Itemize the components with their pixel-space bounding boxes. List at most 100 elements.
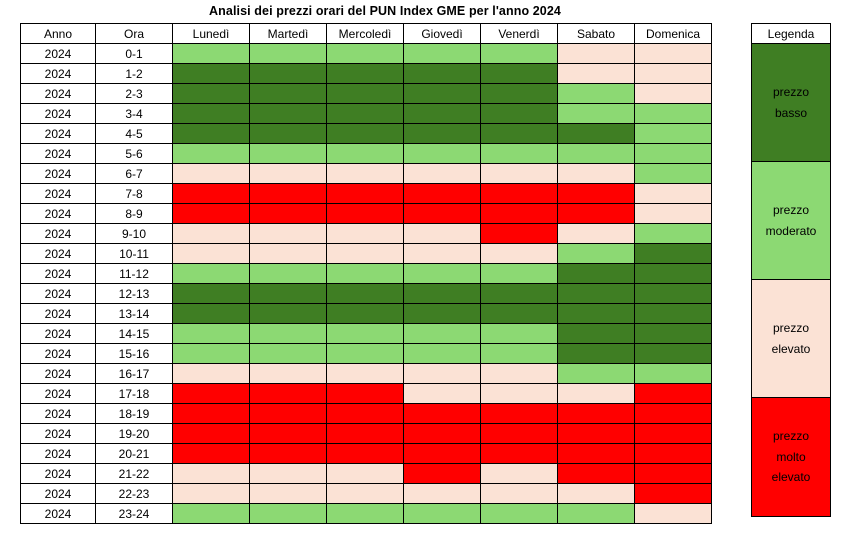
price-cell xyxy=(634,483,712,504)
anno-cell: 2024 xyxy=(20,203,96,224)
price-cell xyxy=(557,443,635,464)
price-cell xyxy=(172,323,250,344)
table-row: 2024 14-15 xyxy=(20,323,712,344)
price-cell xyxy=(403,223,481,244)
price-cell xyxy=(403,443,481,464)
anno-cell: 2024 xyxy=(20,383,96,404)
price-cell xyxy=(480,503,558,524)
price-cell xyxy=(557,423,635,444)
price-cell xyxy=(557,483,635,504)
price-cell xyxy=(172,303,250,324)
price-cell xyxy=(480,63,558,84)
price-cell xyxy=(249,443,327,464)
ora-cell: 20-21 xyxy=(95,443,173,464)
ora-cell: 10-11 xyxy=(95,243,173,264)
price-cell xyxy=(172,223,250,244)
price-cell xyxy=(480,183,558,204)
anno-cell: 2024 xyxy=(20,423,96,444)
table-row: 2024 22-23 xyxy=(20,483,712,504)
price-cell xyxy=(172,283,250,304)
ora-cell: 2-3 xyxy=(95,83,173,104)
ora-cell: 19-20 xyxy=(95,423,173,444)
price-cell xyxy=(480,103,558,124)
ora-cell: 18-19 xyxy=(95,403,173,424)
price-cell xyxy=(403,203,481,224)
ora-cell: 9-10 xyxy=(95,223,173,244)
price-cell xyxy=(172,363,250,384)
anno-cell: 2024 xyxy=(20,123,96,144)
price-cell xyxy=(326,183,404,204)
price-cell xyxy=(557,323,635,344)
table-row: 2024 19-20 xyxy=(20,423,712,444)
ora-cell: 1-2 xyxy=(95,63,173,84)
anno-cell: 2024 xyxy=(20,243,96,264)
price-cell xyxy=(634,303,712,324)
price-cell xyxy=(403,123,481,144)
price-cell xyxy=(403,163,481,184)
price-cell xyxy=(403,323,481,344)
price-cell xyxy=(249,423,327,444)
price-cell xyxy=(249,203,327,224)
price-cell xyxy=(480,343,558,364)
ora-cell: 22-23 xyxy=(95,483,173,504)
price-cell xyxy=(634,63,712,84)
table-row: 2024 10-11 xyxy=(20,243,712,264)
anno-cell: 2024 xyxy=(20,503,96,524)
ora-cell: 8-9 xyxy=(95,203,173,224)
price-cell xyxy=(634,423,712,444)
price-cell xyxy=(249,183,327,204)
price-cell xyxy=(172,103,250,124)
anno-cell: 2024 xyxy=(20,223,96,244)
price-cell xyxy=(557,343,635,364)
ora-cell: 0-1 xyxy=(95,43,173,64)
table-row: 2024 16-17 xyxy=(20,363,712,384)
table-row: 2024 9-10 xyxy=(20,223,712,244)
price-cell xyxy=(172,243,250,264)
price-cell xyxy=(172,183,250,204)
price-cell xyxy=(403,383,481,404)
price-cell xyxy=(557,223,635,244)
price-cell xyxy=(326,203,404,224)
anno-cell: 2024 xyxy=(20,103,96,124)
price-cell xyxy=(326,383,404,404)
price-cell xyxy=(480,83,558,104)
price-cell xyxy=(172,163,250,184)
price-cell xyxy=(249,283,327,304)
price-cell xyxy=(403,103,481,124)
price-cell xyxy=(326,423,404,444)
price-cell xyxy=(249,223,327,244)
anno-cell: 2024 xyxy=(20,83,96,104)
price-cell xyxy=(557,83,635,104)
table-row: 2024 7-8 xyxy=(20,183,712,204)
anno-cell: 2024 xyxy=(20,323,96,344)
price-cell xyxy=(480,163,558,184)
anno-cell: 2024 xyxy=(20,463,96,484)
price-cell xyxy=(326,283,404,304)
header-lunedi: Lunedì xyxy=(172,23,250,44)
price-cell xyxy=(403,303,481,324)
price-cell xyxy=(403,43,481,64)
price-cell xyxy=(634,383,712,404)
price-cell xyxy=(557,283,635,304)
table-row: 2024 3-4 xyxy=(20,103,712,124)
table-row: 2024 15-16 xyxy=(20,343,712,364)
anno-cell: 2024 xyxy=(20,343,96,364)
price-cell xyxy=(634,263,712,284)
price-cell xyxy=(326,63,404,84)
price-cell xyxy=(557,123,635,144)
price-cell xyxy=(480,443,558,464)
price-cell xyxy=(634,443,712,464)
price-cell xyxy=(403,83,481,104)
price-cell xyxy=(557,203,635,224)
price-cell xyxy=(557,43,635,64)
table-row: 2024 23-24 xyxy=(20,503,712,524)
price-table: Anno Ora Lunedì Martedì Mercoledì Gioved… xyxy=(20,23,712,524)
price-cell xyxy=(249,43,327,64)
ora-cell: 6-7 xyxy=(95,163,173,184)
anno-cell: 2024 xyxy=(20,183,96,204)
header-venerdi: Venerdì xyxy=(480,23,558,44)
table-row: 2024 8-9 xyxy=(20,203,712,224)
price-cell xyxy=(326,243,404,264)
price-cell xyxy=(249,63,327,84)
price-cell xyxy=(326,123,404,144)
